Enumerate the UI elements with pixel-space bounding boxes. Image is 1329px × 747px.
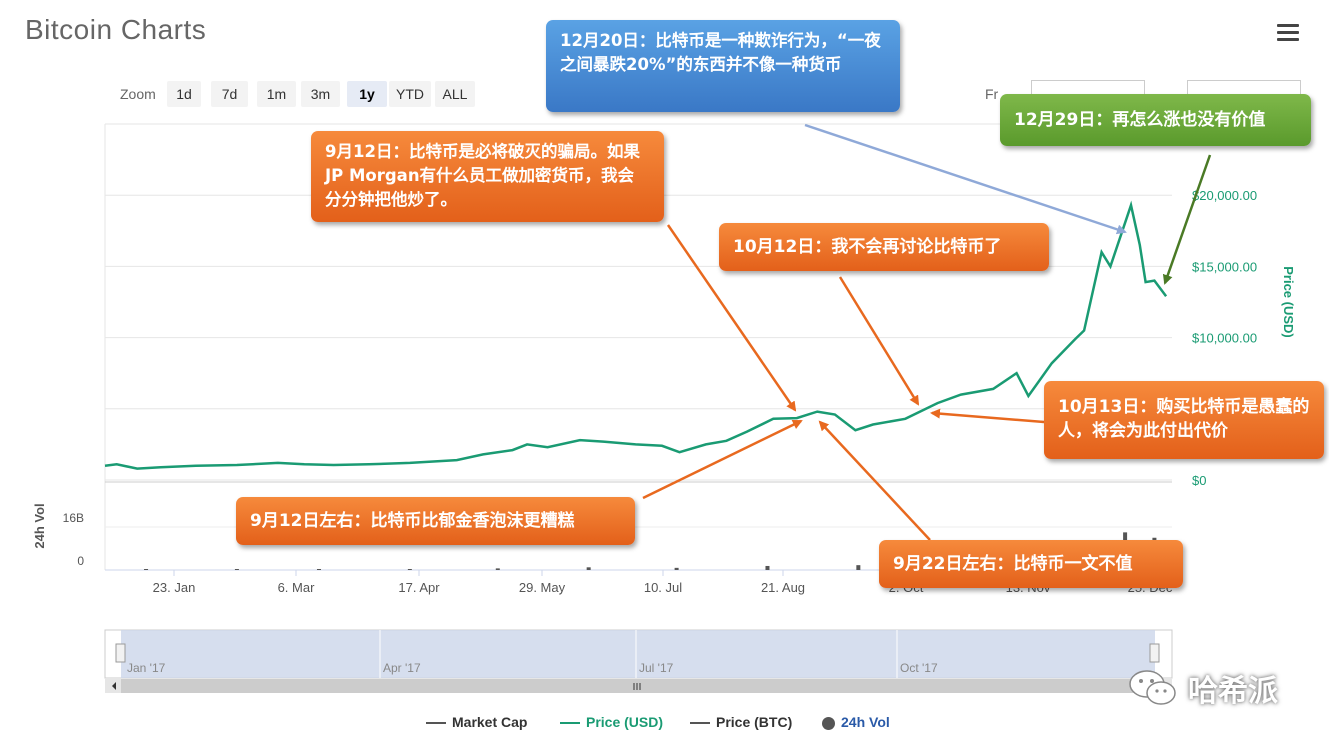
navigator-tick-label: Jan '17 <box>127 661 166 675</box>
x-tick-label: 21. Aug <box>761 580 805 595</box>
navigator-left-handle[interactable] <box>115 643 126 663</box>
zoom-button-all[interactable]: ALL <box>435 81 475 107</box>
annotation-arrow <box>1162 154 1212 285</box>
volume-bar <box>316 569 321 570</box>
wechat-icon <box>1129 670 1176 705</box>
app-title: Bitcoin Charts <box>25 14 207 45</box>
volume-axis-label: 24h Vol <box>32 503 47 548</box>
zoom-button-3m[interactable]: 3m <box>301 81 340 107</box>
navigator-tick-label: Oct '17 <box>900 661 938 675</box>
callout-oct13: 10月13日：购买比特币是愚蠢的人，将会为此付出代价 <box>1044 381 1324 459</box>
hamburger-menu-icon[interactable] <box>1277 24 1299 42</box>
volume-tick-label: 16B <box>63 511 84 525</box>
scroll-left-arrow-icon <box>112 682 116 690</box>
annotation-arrow <box>642 419 803 500</box>
zoom-button-1y[interactable]: 1y <box>347 81 387 107</box>
volume-bar <box>674 567 679 570</box>
x-tick-label: 6. Mar <box>278 580 316 595</box>
legend-24h-vol[interactable]: 24h Vol <box>822 714 890 730</box>
watermark-text: 哈希派 <box>1188 674 1278 709</box>
price-tick-label: $10,000.00 <box>1192 331 1257 346</box>
callout-dec20: 12月20日：比特币是一种欺诈行为，“一夜之间暴跌20%”的东西并不像一种货币 <box>546 20 900 112</box>
volume-bar <box>144 569 149 570</box>
volume-bar <box>856 565 861 570</box>
callout-dec29: 12月29日：再怎么涨也没有价值 <box>1000 94 1311 146</box>
navigator-tick-label: Jul '17 <box>639 661 674 675</box>
callout-oct12: 10月12日：我不会再讨论比特币了 <box>719 223 1049 271</box>
x-tick-label: 29. May <box>519 580 566 595</box>
annotation-arrow <box>838 276 920 406</box>
callout-sep22: 9月22日左右：比特币一文不值 <box>879 540 1183 588</box>
navigator-right-handle[interactable] <box>1149 643 1160 663</box>
x-tick-label: 10. Jul <box>644 580 682 595</box>
annotation-arrows <box>642 123 1212 541</box>
volume-bar <box>586 567 591 570</box>
zoom-button-1d[interactable]: 1d <box>167 81 201 107</box>
zoom-button-1m[interactable]: 1m <box>257 81 296 107</box>
price-tick-label: $0 <box>1192 473 1206 488</box>
price-tick-label: $15,000.00 <box>1192 259 1257 274</box>
volume-tick-label: 0 <box>77 554 84 568</box>
legend-price-usd[interactable]: Price (USD) <box>560 714 663 730</box>
navigator-scrollbar-thumb[interactable] <box>121 679 1155 693</box>
price-usd-line <box>104 200 1168 470</box>
volume-bar <box>495 568 500 570</box>
x-tick-label: 23. Jan <box>153 580 196 595</box>
volume-bar <box>407 569 412 570</box>
legend-price-btc[interactable]: Price (BTC) <box>690 714 792 730</box>
callout-sep12: 9月12日：比特币是必将破灭的骗局。如果JP Morgan有什么员工做加密货币，… <box>311 131 664 222</box>
navigator-selected-range[interactable] <box>121 630 1155 678</box>
zoom-button-7d[interactable]: 7d <box>211 81 248 107</box>
zoom-label: Zoom <box>120 86 156 102</box>
price-tick-label: $20,000.00 <box>1192 188 1257 203</box>
volume-bar <box>234 569 239 570</box>
x-tick-label: 17. Apr <box>398 580 440 595</box>
legend-market-cap[interactable]: Market Cap <box>426 714 527 730</box>
from-date-label: Fr <box>985 86 999 102</box>
price-axis-label: Price (USD) <box>1281 266 1296 338</box>
annotation-arrow <box>818 420 931 541</box>
annotation-arrow <box>666 224 797 412</box>
chart-grid <box>104 123 1172 571</box>
volume-bar <box>765 565 770 570</box>
navigator-tick-label: Apr '17 <box>383 661 421 675</box>
range-navigator: Jan '17 Apr '17 Jul '17 Oct '17 <box>104 629 1173 693</box>
zoom-button-ytd[interactable]: YTD <box>389 81 431 107</box>
callout-sep12-tulip: 9月12日左右：比特币比郁金香泡沫更糟糕 <box>236 497 635 545</box>
annotation-arrow <box>804 123 1127 235</box>
annotation-arrow <box>930 408 1045 424</box>
